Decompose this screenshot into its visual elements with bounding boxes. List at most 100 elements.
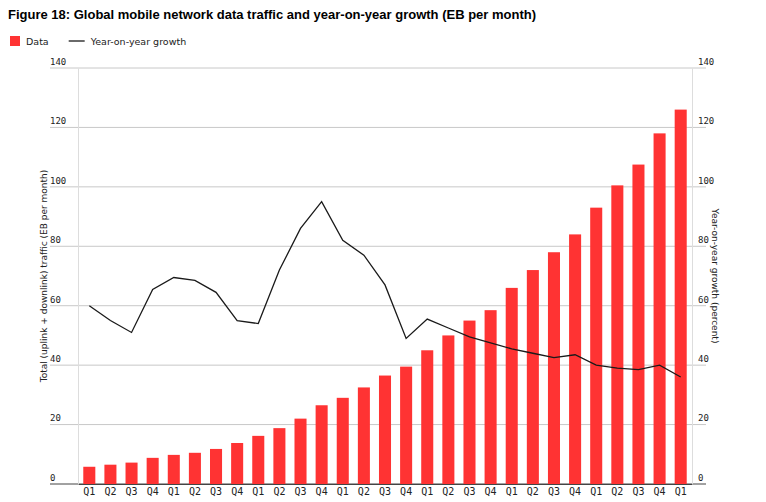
bar [569, 234, 581, 484]
bar [675, 110, 687, 484]
grid-line [50, 246, 706, 247]
x-tick: Q3 [126, 484, 138, 497]
bar [210, 449, 222, 484]
x-tick-label: Q4 [485, 486, 497, 497]
x-tick-label: Q2 [104, 486, 116, 497]
x-tick-label: Q3 [294, 486, 306, 497]
bar [273, 428, 285, 484]
line [89, 202, 680, 377]
y2-tick: 40 [692, 354, 709, 366]
x-tick-label: Q2 [189, 486, 201, 497]
grid-line [50, 68, 706, 69]
y2-tick-label: 120 [698, 116, 714, 126]
grid [50, 68, 706, 484]
x-tick-label: Q2 [611, 486, 623, 497]
y-tick: 140 [50, 57, 78, 69]
plot: Q1 Q2 Q3 Q4 Q1 Q2 Q3 Q4 Q1 Q2 Q3 Q4 Q1 Q2 Q3 Q4 Q1 Q2 Q3 Q4… [50, 57, 714, 497]
bar [463, 321, 475, 484]
grid-line [50, 186, 706, 187]
y2-tick: 100 [692, 176, 714, 188]
y-tick-label: 20 [50, 413, 61, 423]
bar [358, 387, 370, 484]
x-tick-label: Q2 [442, 486, 454, 497]
bar [421, 350, 433, 484]
y-axis: 0 20 40 60 80 100 120 140 [50, 57, 79, 485]
bar [168, 455, 180, 484]
y-tick-label: 0 [50, 473, 55, 483]
bar [548, 252, 560, 484]
y2-tick: 140 [692, 57, 714, 69]
grid-line [50, 424, 706, 425]
x-tick-label: Q1 [168, 486, 180, 497]
bar [442, 335, 454, 484]
bar [337, 398, 349, 484]
x-tick: Q1 [675, 484, 687, 497]
x-tick-label: Q3 [210, 486, 222, 497]
y2-tick-label: 40 [698, 354, 709, 364]
y2-axis-title: Year-on-year growth (percent) [710, 208, 720, 344]
y2-axis-line [692, 69, 693, 485]
y-tick: 0 [50, 473, 78, 485]
x-tick: Q3 [548, 484, 560, 497]
x-tick: Q1 [168, 484, 180, 497]
y-tick: 60 [50, 295, 78, 307]
x-tick: Q2 [273, 484, 285, 497]
x-axis: Q1 Q2 Q3 Q4 Q1 Q2 Q3 Q4 Q1 Q2 Q3 Q4 Q1 Q2 Q3 Q4 Q1 Q2 Q3 Q4… [79, 484, 693, 497]
y2-tick: 20 [692, 413, 709, 425]
x-tick-label: Q3 [463, 486, 475, 497]
x-tick: Q3 [210, 484, 222, 497]
y2-tick: 0 [692, 473, 703, 485]
x-tick-label: Q3 [126, 486, 138, 497]
y-tick: 20 [50, 413, 78, 425]
x-tick-label: Q1 [675, 486, 687, 497]
y2-tick-label: 140 [698, 57, 714, 67]
x-tick-label: Q2 [358, 486, 370, 497]
legend-label: Data [26, 36, 49, 47]
x-tick: Q3 [294, 484, 306, 497]
x-tick-label: Q4 [231, 486, 243, 497]
x-tick-label: Q4 [654, 486, 666, 497]
x-tick-label: Q1 [421, 486, 433, 497]
bar [126, 463, 138, 484]
y2-tick: 80 [692, 235, 709, 247]
legend-swatch [10, 36, 20, 46]
y-tick: 40 [50, 354, 78, 366]
x-tick: Q3 [632, 484, 644, 497]
y2-tick-label: 0 [698, 473, 703, 483]
y-axis-title: Total (uplink + downlink) traffic (EB pe… [39, 170, 49, 384]
x-tick: Q1 [337, 484, 349, 497]
x-tick-label: Q3 [379, 486, 391, 497]
y-tick: 80 [50, 235, 78, 247]
x-tick: Q2 [611, 484, 623, 497]
y-tick-label: 80 [50, 235, 61, 245]
x-tick: Q1 [506, 484, 518, 497]
bar [485, 310, 497, 484]
legend-swatch [69, 40, 85, 41]
x-tick: Q4 [400, 484, 412, 497]
bar [506, 288, 518, 484]
y-tick-label: 120 [50, 116, 66, 126]
bar [189, 453, 201, 484]
legend-label: Year-on-year growth [90, 36, 186, 47]
bar [83, 467, 95, 484]
bar [104, 465, 116, 484]
legend-item: Data [10, 36, 49, 47]
y-tick-label: 100 [50, 176, 66, 186]
x-tick-label: Q4 [316, 486, 328, 497]
y2-tick: 120 [692, 116, 714, 128]
x-axis-line [79, 484, 693, 485]
x-tick-label: Q4 [569, 486, 581, 497]
x-tick: Q3 [379, 484, 391, 497]
x-tick-label: Q3 [548, 486, 560, 497]
x-tick: Q2 [189, 484, 201, 497]
y2-tick-label: 80 [698, 235, 709, 245]
x-tick: Q1 [83, 484, 95, 497]
grid-line [50, 365, 706, 366]
y-tick-label: 60 [50, 295, 61, 305]
x-tick: Q4 [147, 484, 159, 497]
y-tick: 100 [50, 176, 78, 188]
x-tick: Q2 [358, 484, 370, 497]
x-tick-label: Q3 [632, 486, 644, 497]
bar [400, 367, 412, 484]
marks [83, 110, 686, 484]
